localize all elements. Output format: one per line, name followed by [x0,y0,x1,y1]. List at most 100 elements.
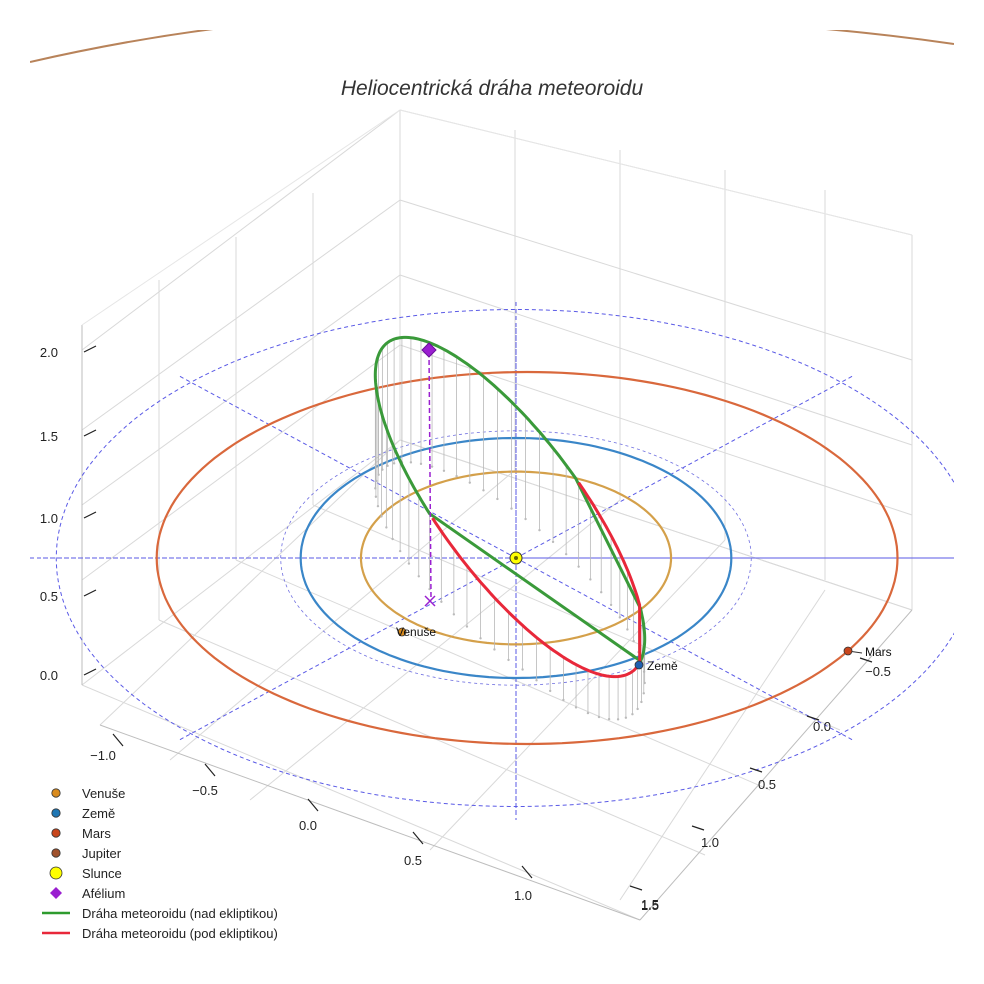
orbit-stem-dot [496,497,499,501]
z-tick-label: 2.0 [40,345,58,360]
orbit-stem-dot [375,479,378,483]
orbit-stem-dot [465,625,469,628]
x-tick-label: −1.0 [90,748,116,763]
planet-mars-marker [843,646,853,656]
tick-labels: 0.0 0.5 1.0 1.5 2.0 −1.0 −0.5 0.0 0.5 1.0 1.5 −0.5 0… [40,345,891,913]
y-tick-label: −0.5 [865,664,891,679]
orbit-stem-dot [419,462,423,466]
x-tick-label: −0.5 [192,783,218,798]
orbit-mars [155,370,899,746]
ecliptic-radial-line [515,557,854,741]
orbit-stem-dot [564,552,568,556]
orbit-stem-dot [624,716,628,719]
x-tick-mark [521,865,533,879]
y-tick-label: 1.5 [641,897,659,912]
orbit-stem-dot [386,464,389,468]
orbit-stem-dot [452,613,456,616]
ecliptic-reference-circle [55,308,954,808]
orbits-layer [30,30,954,820]
y-tick-label: 1.0 [701,835,719,850]
orbit-stem-dot [391,537,394,541]
legend-item-2: Mars [51,826,111,841]
orbit-stem-dot [548,689,552,693]
top-edge [81,109,401,326]
orbit-stem-dot [597,715,601,719]
y-tick-mark [749,767,763,773]
orbit-stem-dot [377,473,380,476]
legend-label: Země [82,806,115,821]
orbit-stem-dot [407,562,411,565]
orbit-stem-dot [626,628,629,631]
y-tick-mark [806,715,820,721]
x-axis-line [99,724,641,921]
orbit-stem-dot [409,461,413,464]
orbit-stem-dot [376,504,380,508]
orbit-stem-dot [380,515,383,518]
y-tick-mark [691,825,705,831]
legend: Venuše Země Mars Jupiter Slunce Afélium Dráha … [42,786,278,941]
orbit-stem-dot [636,707,639,711]
grid-line [81,109,401,351]
orbit-stem-dot [493,648,496,651]
orbit-stem-dot [385,526,388,529]
x-tick-mark [307,798,319,812]
legend-label: Mars [82,826,111,841]
meteoroid-orbit-below [431,481,642,679]
orbit-stem-dot [510,507,513,510]
x-tick-mark [112,733,124,747]
planet-zem-marker [634,660,644,670]
axes-grid [81,109,913,921]
grid-line [81,684,641,921]
grid-line [81,199,401,431]
z-tick-mark [83,511,97,519]
top-edge [399,109,913,236]
orbit-venue [359,470,673,646]
z-tick-label: 0.0 [40,668,58,683]
grid-line [429,539,726,851]
legend-item-3: Jupiter [51,846,122,861]
z-tick-mark [83,589,97,597]
z-tick-mark [83,429,97,437]
legend-item-5: Afélium [50,886,125,901]
orbit-jupiter-left-arc [30,30,214,63]
legend-item-1: Země [51,806,115,821]
z-tick-label: 1.5 [40,429,58,444]
legend-item-7: Dráha meteoroidu (pod ekliptikou) [42,926,278,941]
planet-zem-label: Země [647,659,678,673]
orbit-stem-dot [392,462,396,465]
grid-line [399,274,913,446]
orbit-stem-dot [440,600,443,603]
orbit-stem-dot [618,616,622,619]
ecliptic-radial-line [178,375,517,559]
legend-label: Afélium [82,886,125,901]
grid-line [249,499,621,801]
orbit-stem-dot [381,468,384,471]
legend-marker [50,887,62,899]
orbit-stem-dot [538,528,541,532]
orbit-stem-dot [535,679,538,682]
x-tick-label: 0.0 [299,818,317,833]
z-tick-mark [83,345,97,353]
orbit-stems [374,337,646,721]
z-tick-label: 1.0 [40,511,58,526]
orbit-stem-dot [442,469,446,472]
planet-venue-marker [397,627,407,637]
legend-item-4: Slunce [49,866,122,881]
orbit-stem-dot [586,711,590,715]
legend-label: Dráha meteoroidu (pod ekliptikou) [82,926,278,941]
grid-line [169,469,516,761]
orbit-stem-dot [524,517,527,521]
orbit-stem-dot [631,713,634,716]
legend-marker [51,808,61,818]
aphelion-drop-line [428,351,432,599]
legend-label: Jupiter [82,846,122,861]
orbit-stem-dot [417,575,420,578]
markers-layer: Venuše Země Mars [396,342,892,673]
ecliptic-radial-line [178,557,517,741]
chart-title: Heliocentrická dráha meteoroidu [341,77,644,100]
orbit-stem-dot [507,658,510,662]
legend-marker [51,828,61,838]
x-tick-label: 1.5 [641,898,659,913]
orbit-stem-dot [374,495,378,498]
